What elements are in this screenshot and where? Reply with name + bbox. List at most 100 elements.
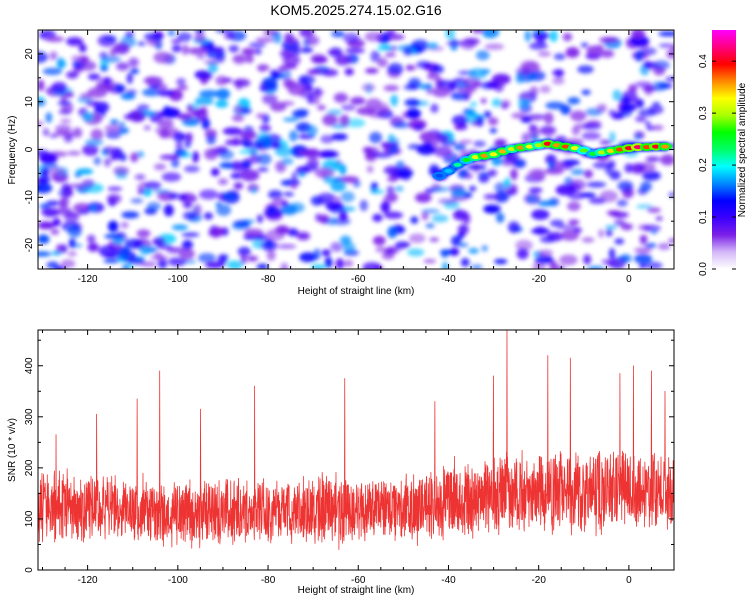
noise-blob — [61, 196, 70, 208]
noise-blob — [658, 43, 674, 48]
noise-blob — [640, 181, 652, 192]
noise-blob — [49, 167, 67, 178]
signal-track-core — [435, 173, 444, 178]
noise-blob — [126, 72, 134, 84]
noise-blob — [45, 200, 61, 206]
spectrogram-y-axis-label: Frequency (Hz) — [7, 116, 18, 185]
noise-blob — [442, 261, 449, 269]
noise-blob — [327, 49, 342, 55]
noise-blob — [640, 47, 657, 56]
noise-blob — [557, 225, 576, 230]
noise-blob — [335, 258, 345, 269]
noise-blob — [54, 130, 74, 137]
noise-blob — [292, 109, 308, 119]
noise-blob — [134, 174, 146, 180]
noise-blob — [609, 131, 616, 144]
noise-blob — [528, 187, 543, 193]
noise-blob — [241, 47, 256, 56]
spectrogram-x-axis-label: Height of straight line (km) — [298, 286, 415, 297]
noise-blob — [244, 140, 265, 151]
noise-blob — [222, 127, 243, 136]
noise-blob — [90, 205, 97, 212]
noise-blob — [527, 168, 544, 179]
noise-blob — [345, 118, 366, 128]
noise-blob — [87, 242, 100, 252]
noise-blob — [608, 248, 616, 260]
spectrogram-x-axis: -120 -100 -80 -60 -40 -20 0 — [42, 30, 675, 285]
noise-blob — [127, 257, 145, 265]
noise-blob — [67, 151, 81, 156]
signal-track-core — [661, 144, 669, 149]
noise-blob — [266, 250, 276, 261]
noise-blob — [515, 239, 533, 252]
noise-blob — [483, 206, 499, 213]
noise-blob — [97, 34, 117, 47]
noise-blob — [531, 209, 550, 220]
noise-blob — [70, 183, 86, 189]
noise-blob — [215, 53, 225, 63]
noise-blob — [287, 84, 307, 96]
noise-blob — [465, 109, 477, 117]
noise-blob — [386, 193, 399, 201]
noise-blob — [431, 64, 445, 74]
noise-blob — [104, 124, 123, 133]
noise-blob — [587, 265, 605, 269]
noise-blob — [130, 68, 140, 75]
noise-blob — [431, 214, 449, 223]
noise-blob — [344, 68, 354, 76]
noise-blob — [153, 51, 172, 64]
noise-blob — [112, 238, 123, 244]
noise-blob — [534, 256, 554, 264]
noise-blob — [163, 204, 174, 217]
noise-blob — [179, 152, 192, 158]
noise-blob — [291, 183, 298, 189]
noise-blob — [113, 42, 130, 55]
noise-blob — [39, 152, 58, 164]
noise-blob — [90, 128, 104, 141]
spectrogram-y-tick-label: -10 — [24, 190, 35, 205]
noise-blob — [128, 57, 139, 68]
signal-track-core — [525, 144, 534, 149]
noise-blob — [113, 166, 130, 176]
noise-blob — [299, 30, 314, 38]
noise-blob — [72, 127, 83, 138]
noise-blob — [642, 224, 661, 232]
noise-blob — [64, 92, 74, 98]
noise-blob — [181, 232, 200, 237]
noise-blob — [372, 213, 383, 222]
noise-blob — [203, 60, 220, 65]
signal-track-core — [579, 148, 588, 153]
noise-blob — [449, 81, 455, 93]
noise-blob — [190, 108, 207, 116]
noise-blob — [287, 228, 299, 237]
noise-blob — [404, 98, 421, 107]
noise-blob — [175, 141, 183, 151]
noise-blob — [339, 114, 350, 127]
snr-panel: -120 -100 -80 -60 -40 -20 0 0 100 200 300 400 Heig… — [7, 329, 675, 596]
noise-blob — [596, 44, 605, 50]
noise-blob — [488, 168, 498, 177]
noise-blob — [305, 35, 320, 46]
noise-blob — [340, 191, 355, 203]
noise-blob — [106, 193, 122, 204]
noise-blob — [199, 189, 219, 200]
noise-blob — [548, 161, 555, 171]
noise-blob — [194, 96, 214, 106]
noise-blob — [639, 263, 647, 269]
noise-blob — [496, 212, 505, 223]
noise-blob — [494, 138, 507, 148]
noise-blob — [334, 54, 351, 66]
noise-blob — [178, 248, 195, 260]
noise-blob — [283, 191, 295, 197]
noise-blob — [116, 62, 130, 71]
noise-blob — [494, 191, 509, 203]
noise-blob — [466, 164, 487, 170]
noise-blob — [377, 57, 388, 68]
signal-track-core — [444, 169, 453, 173]
noise-blob — [560, 104, 571, 115]
noise-blob — [373, 235, 386, 246]
noise-blob — [620, 223, 634, 231]
noise-blob — [78, 209, 90, 215]
noise-blob — [565, 47, 580, 58]
noise-blob — [408, 233, 426, 244]
